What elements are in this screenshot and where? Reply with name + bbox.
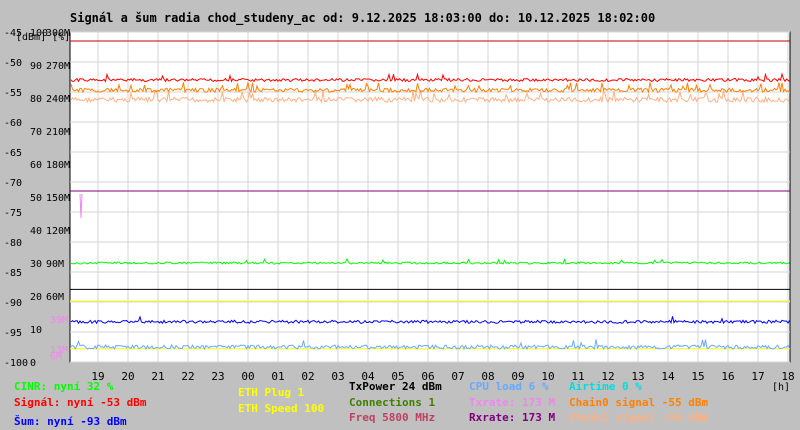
y-tick-pct: 70 bbox=[30, 127, 42, 138]
legend-connections: Connections 1 bbox=[349, 396, 436, 409]
y-tick-dbm: -70 bbox=[4, 178, 22, 189]
y-tick-rate: 210M bbox=[46, 127, 70, 138]
y-tick-dbm: -80 bbox=[4, 238, 22, 249]
series-signal bbox=[70, 72, 790, 83]
y-tick-dbm: -95 bbox=[4, 328, 22, 339]
y-tick-pct: 0 bbox=[30, 358, 36, 369]
y-tick-dbm: -55 bbox=[4, 88, 22, 99]
x-tick-label: 05 bbox=[391, 370, 404, 383]
axis-unit-label: [dBm] [%] bbox=[16, 32, 70, 43]
y-tick-pct: 30 bbox=[30, 259, 42, 270]
y-tick-rate: 180M bbox=[46, 160, 70, 171]
y-tick-pct: 60 bbox=[30, 160, 42, 171]
series-txrate bbox=[79, 193, 83, 219]
y-tick-rate: 300M bbox=[46, 28, 70, 39]
y-tick-pct: 10 bbox=[30, 325, 42, 336]
y-tick-rate: 90M bbox=[46, 259, 64, 270]
y-tick-pct: 40 bbox=[30, 226, 42, 237]
y-tick-dbm: -45 bbox=[4, 28, 22, 39]
y-tick-inner: 6M bbox=[50, 351, 62, 362]
series-lines bbox=[70, 40, 790, 351]
y-tick-dbm: -65 bbox=[4, 148, 22, 159]
series-noise bbox=[70, 315, 790, 325]
y-tick-rate: 60M bbox=[46, 292, 64, 303]
series-chain0 bbox=[70, 82, 790, 94]
x-tick-label: 12 bbox=[601, 370, 614, 383]
legend-eth-plug: ETH Plug 1 bbox=[238, 386, 305, 399]
chart-title: Signál a šum radia chod_studeny_ac od: 9… bbox=[70, 11, 655, 26]
y-axis-labels: -45-50-55-60-65-70-75-80-85-90-95-100100… bbox=[4, 28, 70, 369]
x-tick-label: 11 bbox=[571, 370, 584, 383]
y-tick-rate: 120M bbox=[46, 226, 70, 237]
y-tick-pct: 20 bbox=[30, 292, 42, 303]
x-tick-label: 21 bbox=[151, 370, 164, 383]
y-tick-dbm: -90 bbox=[4, 298, 22, 309]
x-tick-label: 00 bbox=[241, 370, 254, 383]
legend-chain1: Chain1 signal -56 dBm bbox=[569, 411, 709, 424]
x-tick-label: 06 bbox=[421, 370, 434, 383]
legend-txrate: Txrate: 173 M bbox=[469, 396, 556, 409]
x-unit-label: [h] bbox=[772, 382, 790, 393]
x-tick-label: 13 bbox=[631, 370, 644, 383]
x-tick-label: 01 bbox=[271, 370, 284, 383]
y-tick-pct: 80 bbox=[30, 94, 42, 105]
x-tick-label: 03 bbox=[331, 370, 344, 383]
legend-chain0: Chain0 signal -55 dBm bbox=[569, 396, 709, 409]
series-cinr bbox=[70, 257, 790, 265]
grid bbox=[70, 31, 790, 363]
x-tick-label: 08 bbox=[481, 370, 494, 383]
x-axis-labels: 19 20 21 22 23 00 01 02 03 04 05 06 07 08 09 10 11 12 13 14… bbox=[91, 370, 794, 383]
x-tick-label: 17 bbox=[751, 370, 764, 383]
legend-txpower: TxPower 24 dBm bbox=[349, 380, 442, 393]
legend-signal: Signál: nyní -53 dBm bbox=[14, 396, 147, 409]
legend-cinr: CINR: nyní 32 % bbox=[14, 380, 114, 393]
y-tick-dbm: -85 bbox=[4, 268, 22, 279]
series-cpu bbox=[70, 339, 790, 351]
legend-rxrate: Rxrate: 173 M bbox=[469, 411, 556, 424]
x-tick-label: 14 bbox=[661, 370, 675, 383]
x-tick-label: 19 bbox=[91, 370, 104, 383]
y-tick-dbm: -60 bbox=[4, 118, 22, 129]
x-tick-label: 22 bbox=[181, 370, 194, 383]
y-tick-dbm: -50 bbox=[4, 58, 22, 69]
y-tick-inner: 13M bbox=[50, 345, 68, 356]
x-tick-label: 15 bbox=[691, 370, 704, 383]
y-tick-rate: 270M bbox=[46, 61, 70, 72]
x-tick-label: 20 bbox=[121, 370, 134, 383]
y-tick-rate: 150M bbox=[46, 193, 70, 204]
x-tick-label: 09 bbox=[511, 370, 524, 383]
legend-airtime: Airtime 0 % bbox=[569, 380, 642, 393]
y-tick-pct: 100 bbox=[30, 28, 48, 39]
legend-cpu: CPU load 6 % bbox=[469, 380, 549, 393]
legend-freq: Freq 5800 MHz bbox=[349, 411, 436, 424]
x-tick-label: 02 bbox=[301, 370, 314, 383]
x-tick-label: 23 bbox=[211, 370, 224, 383]
y-tick-dbm: -100 bbox=[4, 358, 28, 369]
legend-eth-speed: ETH Speed 100 bbox=[238, 402, 325, 415]
y-tick-inner: 39M bbox=[50, 315, 68, 326]
y-tick-rate: 240M bbox=[46, 94, 70, 105]
legend-noise: Šum: nyní -93 dBm bbox=[14, 415, 127, 428]
x-tick-label: 07 bbox=[451, 370, 464, 383]
y-tick-dbm: -75 bbox=[4, 208, 22, 219]
y-tick-pct: 90 bbox=[30, 61, 42, 72]
x-tick-label: 18 bbox=[781, 370, 794, 383]
x-tick-label: 16 bbox=[721, 370, 734, 383]
plot-area bbox=[69, 31, 791, 363]
series-chain1 bbox=[70, 88, 790, 104]
y-tick-pct: 50 bbox=[30, 193, 42, 204]
x-tick-label: 10 bbox=[541, 370, 554, 383]
x-tick-label: 04 bbox=[361, 370, 375, 383]
